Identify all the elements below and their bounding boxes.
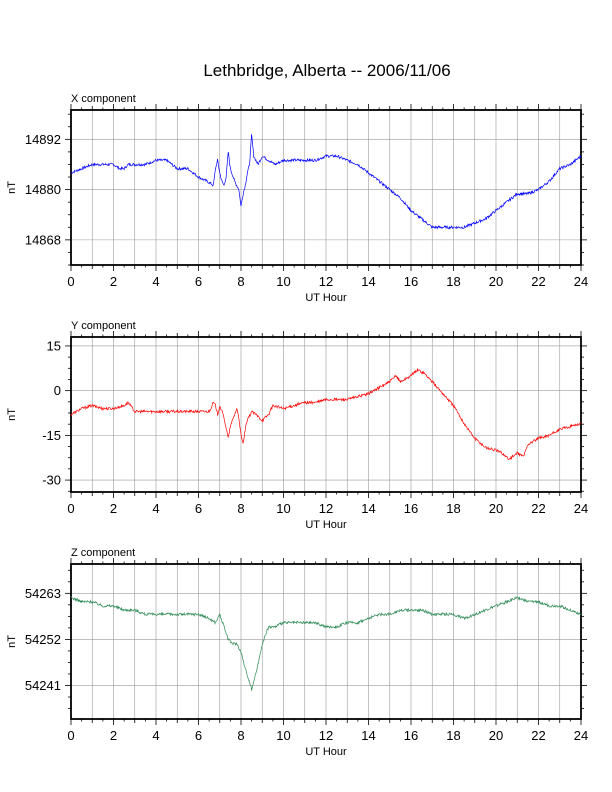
x-tick-label: 6 [195, 728, 202, 743]
x-tick-label: 2 [110, 501, 117, 516]
y-tick-label: 0 [54, 383, 61, 398]
y-tick-label: 15 [47, 338, 61, 353]
panel-title: X component [71, 93, 136, 105]
x-tick-label: 18 [446, 501, 460, 516]
x-axis-label: UT Hour [305, 746, 347, 758]
x-tick-label: 4 [152, 274, 159, 289]
x-tick-label: 18 [446, 274, 460, 289]
z-component-series-line [70, 595, 582, 691]
x-tick-label: 8 [237, 274, 244, 289]
x-tick-label: 10 [276, 728, 290, 743]
figure-title: Lethbridge, Alberta -- 2006/11/06 [203, 61, 450, 80]
y-axis-label: nT [6, 181, 18, 194]
y-component-series-line [70, 368, 582, 460]
x-tick-label: 12 [319, 501, 333, 516]
x-tick-label: 20 [489, 501, 503, 516]
x-tick-label: 4 [152, 728, 159, 743]
x-tick-label: 18 [446, 728, 460, 743]
x-tick-label: 14 [361, 501, 375, 516]
x-tick-label: 0 [67, 728, 74, 743]
x-tick-label: 4 [152, 501, 159, 516]
x-tick-label: 0 [67, 274, 74, 289]
x-tick-label: 24 [574, 501, 588, 516]
y-tick-label: -15 [42, 428, 61, 443]
panel-title: Z component [71, 547, 135, 559]
y-tick-label: 14892 [25, 132, 61, 147]
x-tick-label: 10 [276, 501, 290, 516]
x-tick-label: 24 [574, 728, 588, 743]
x-tick-label: 24 [574, 274, 588, 289]
y-axis-label: nT [6, 635, 18, 648]
x-tick-label: 8 [237, 728, 244, 743]
x-tick-label: 6 [195, 501, 202, 516]
x-tick-label: 22 [531, 728, 545, 743]
x-tick-label: 22 [531, 274, 545, 289]
x-tick-label: 12 [319, 728, 333, 743]
x-axis-label: UT Hour [305, 292, 347, 304]
y-tick-label: 54263 [25, 586, 61, 601]
x-tick-label: 20 [489, 728, 503, 743]
x-tick-label: 16 [404, 501, 418, 516]
x-tick-label: 16 [404, 728, 418, 743]
x-tick-label: 2 [110, 728, 117, 743]
x-tick-label: 20 [489, 274, 503, 289]
y-tick-label: -30 [42, 473, 61, 488]
x-tick-label: 22 [531, 501, 545, 516]
x-tick-label: 12 [319, 274, 333, 289]
x-tick-label: 16 [404, 274, 418, 289]
y-tick-label: 14880 [25, 182, 61, 197]
x-tick-label: 10 [276, 274, 290, 289]
x-tick-label: 2 [110, 274, 117, 289]
x-tick-label: 14 [361, 274, 375, 289]
x-tick-label: 14 [361, 728, 375, 743]
y-axis-label: nT [6, 408, 18, 421]
y-tick-label: 14868 [25, 232, 61, 247]
x-tick-label: 0 [67, 501, 74, 516]
x-tick-label: 6 [195, 274, 202, 289]
panel-title: Y component [71, 320, 136, 332]
x-tick-label: 8 [237, 501, 244, 516]
y-tick-label: 54252 [25, 632, 61, 647]
x-axis-label: UT Hour [305, 519, 347, 531]
x-component-series-line [70, 134, 582, 230]
y-tick-label: 54241 [25, 678, 61, 693]
